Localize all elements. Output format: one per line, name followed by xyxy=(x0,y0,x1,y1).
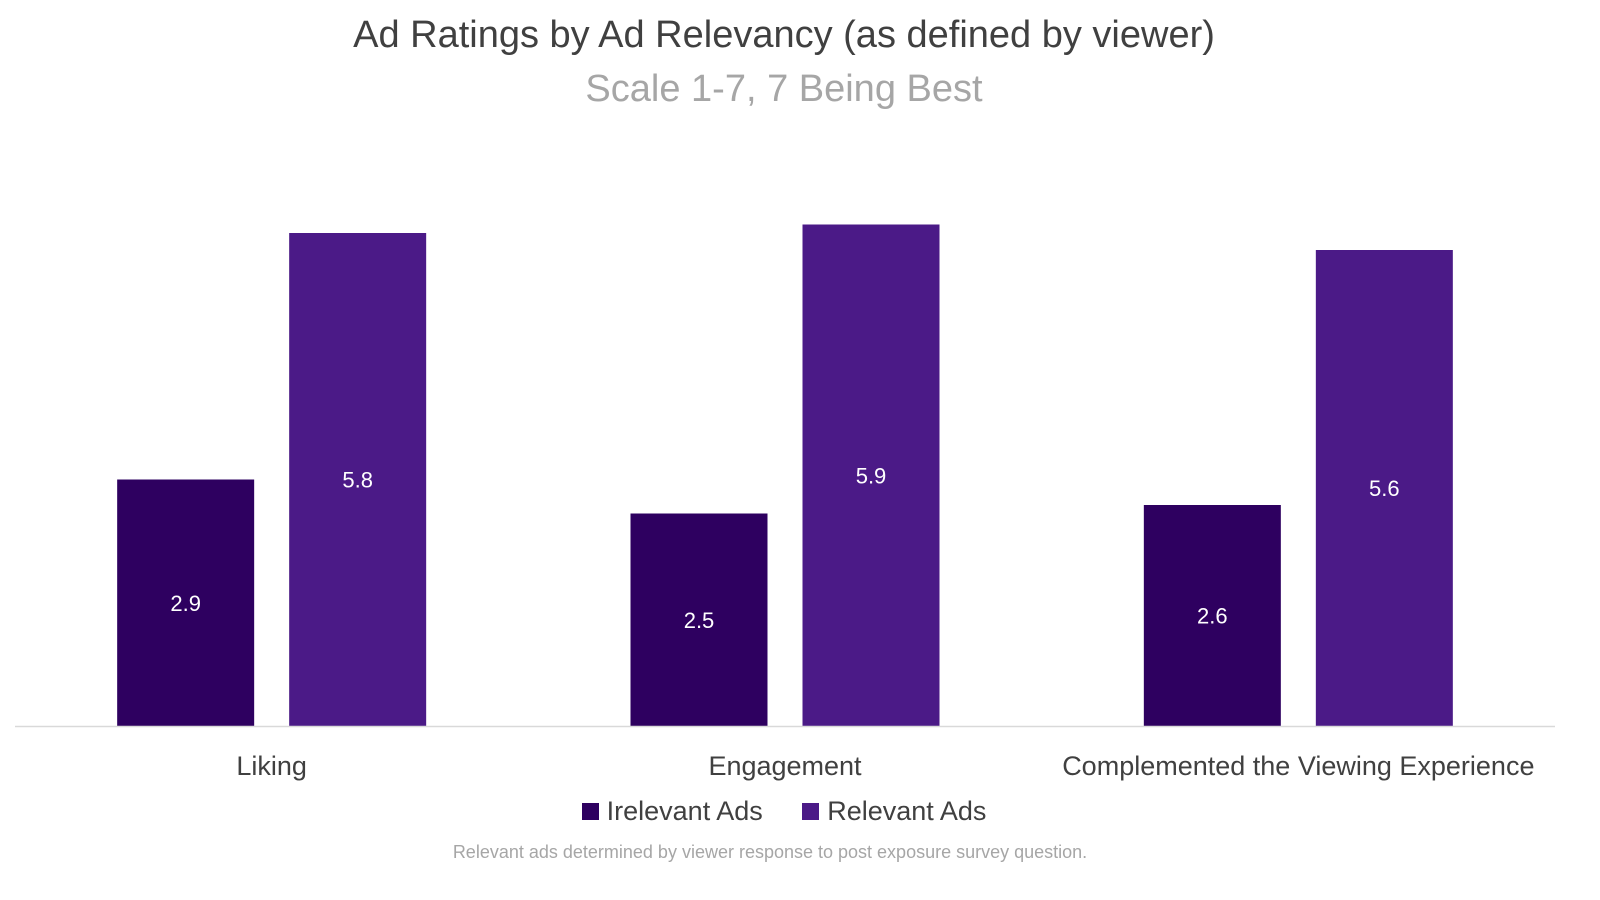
data-label: 2.6 xyxy=(1197,604,1228,629)
legend-swatch xyxy=(581,803,599,820)
chart-title: Ad Ratings by Ad Relevancy (as defined b… xyxy=(353,14,1215,56)
footnote: Relevant ads determined by viewer respon… xyxy=(452,842,1088,862)
legend-label: Irelevant Ads xyxy=(606,796,763,826)
x-tick-label: Complemented the Viewing Experience xyxy=(1062,751,1534,781)
legend-label: Relevant Ads xyxy=(827,796,987,826)
x-tick-label: Engagement xyxy=(708,751,862,781)
data-label: 2.9 xyxy=(170,591,201,616)
legend-swatch xyxy=(802,803,820,820)
bar xyxy=(1315,250,1453,726)
legend-item-relevant: Relevant Ads xyxy=(802,796,986,827)
data-label: 2.5 xyxy=(684,608,715,633)
bar xyxy=(117,479,255,726)
x-tick-label: Liking xyxy=(236,751,307,781)
bar xyxy=(802,224,940,726)
bar xyxy=(630,513,768,726)
data-label: 5.8 xyxy=(342,468,373,493)
bar xyxy=(1143,505,1281,726)
bar xyxy=(289,233,427,726)
data-label: 5.9 xyxy=(856,463,887,488)
chart-subtitle: Scale 1-7, 7 Being Best xyxy=(585,68,983,110)
legend: Irelevant Ads Relevant Ads xyxy=(0,796,1568,827)
data-label: 5.6 xyxy=(1369,476,1400,501)
legend-item-irrelevant: Irelevant Ads xyxy=(581,796,763,827)
